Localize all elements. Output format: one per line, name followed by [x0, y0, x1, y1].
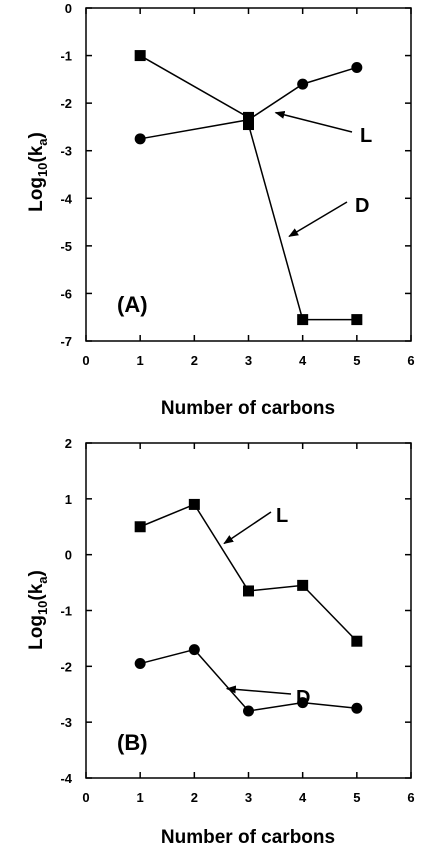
y-tick-label: -4: [60, 191, 72, 206]
y-tick-label: -1: [60, 604, 72, 619]
series-group: [134, 498, 363, 717]
data-point-circle: [134, 133, 146, 145]
ylabel-sub1: 10: [35, 163, 50, 177]
x-tick-label: 5: [353, 790, 360, 805]
ylabel-open: (k: [26, 145, 47, 162]
x-tick-label: 0: [82, 353, 89, 368]
annotations: LD: [223, 505, 310, 709]
y-tick-label: -2: [60, 659, 72, 674]
annotation-arrow: [274, 110, 353, 133]
y-tick-label: 2: [65, 436, 72, 451]
y-tick-label: -5: [60, 239, 72, 254]
data-point-circle: [297, 697, 309, 709]
y-tick-label: -6: [60, 286, 72, 301]
data-point-circle: [297, 78, 309, 90]
x-tick-label: 4: [299, 790, 307, 805]
y-tick-label: -3: [60, 715, 72, 730]
x-tick-label: 1: [137, 353, 144, 368]
annotation-arrow: [223, 511, 272, 545]
panel-label: (A): [117, 292, 148, 317]
annotation-label: D: [296, 687, 310, 709]
data-point-square: [243, 585, 254, 597]
y-axis-label: Log10(ka): [26, 570, 50, 650]
y-tick-label: -4: [60, 771, 72, 786]
ylabel-open: (k: [26, 583, 47, 600]
data-point-circle: [243, 114, 254, 126]
x-tick-label: 1: [137, 790, 144, 805]
x-tick-label: 4: [299, 353, 307, 368]
data-point-square: [134, 50, 146, 62]
data-point-circle: [243, 705, 254, 717]
annotation-label: D: [355, 195, 369, 217]
data-point-square: [297, 579, 309, 591]
series-line-square: [139, 54, 357, 321]
annotations: LD: [274, 110, 372, 237]
y-tick-label: -1: [60, 49, 72, 64]
data-point-square: [188, 498, 200, 510]
x-tick-label: 5: [353, 353, 360, 368]
series-line-circle: [140, 66, 358, 140]
data-point-square: [297, 314, 309, 326]
x-tick-label: 2: [191, 790, 198, 805]
x-tick-label: 6: [407, 790, 414, 805]
data-point-circle: [134, 658, 146, 670]
y-tick-label: 0: [65, 548, 72, 563]
y-tick-label: 1: [65, 492, 72, 507]
data-point-square: [134, 521, 146, 533]
ylabel-sub2: a: [35, 138, 50, 146]
series-line-circle: [139, 648, 357, 712]
x-axis-ticks: 0 1 2 3 4 5 6: [82, 443, 415, 805]
annotation-arrow: [225, 685, 292, 695]
ylabel-close: ): [26, 570, 47, 576]
x-tick-label: 6: [407, 353, 414, 368]
y-axis-label: Log10(ka): [26, 132, 50, 212]
series-line-square: [139, 503, 358, 642]
annotation-label: L: [360, 125, 372, 147]
data-point-circle: [351, 702, 363, 714]
data-point-square: [351, 635, 363, 647]
data-point-circle: [188, 644, 200, 656]
ylabel-sub2: a: [35, 576, 50, 584]
ylabel-sub1: 10: [35, 601, 50, 615]
x-axis-label: Number of carbons: [161, 398, 335, 419]
x-tick-label: 2: [191, 353, 198, 368]
ylabel-main: Log: [26, 615, 47, 650]
x-axis-label: Number of carbons: [161, 827, 335, 848]
y-axis-ticks: 2 1 0 -1 -2 -3 -4: [60, 436, 411, 786]
ylabel-main: Log: [26, 177, 47, 212]
data-point-square: [351, 314, 363, 326]
y-axis-ticks: 0 -1 -2 -3 -4 -5 -6 -7: [60, 1, 411, 349]
data-point-circle: [351, 61, 363, 73]
y-tick-label: -7: [60, 334, 72, 349]
x-tick-label: 3: [245, 790, 252, 805]
x-axis-ticks: 0 1 2 3 4 5 6: [82, 8, 415, 368]
plot-frame: [85, 442, 412, 779]
annotation-label: L: [276, 505, 288, 527]
panel-label: (B): [117, 730, 148, 755]
annotation-arrow: [288, 201, 348, 237]
x-tick-label: 3: [245, 353, 252, 368]
x-tick-label: 0: [82, 790, 89, 805]
series-group: [134, 50, 363, 326]
ylabel-close: ): [26, 132, 47, 138]
y-tick-label: -3: [60, 144, 72, 159]
y-tick-label: 0: [65, 1, 72, 16]
y-tick-label: -2: [60, 96, 72, 111]
